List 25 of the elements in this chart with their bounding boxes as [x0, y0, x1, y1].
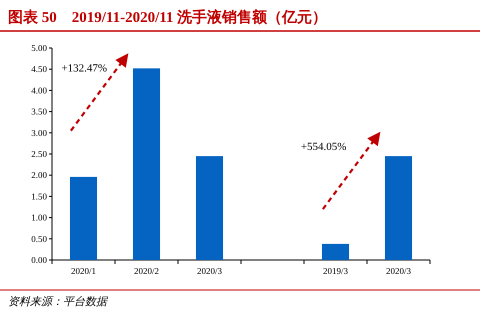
y-tick-label: 3.50: [31, 106, 48, 117]
chart-title: 图表 50 2019/11-2020/11 洗手液销售额（亿元）: [8, 8, 328, 26]
y-tick-label: 0.50: [31, 234, 48, 244]
bar: [196, 156, 224, 260]
y-tick-label: 2.50: [31, 149, 48, 159]
y-tick-label: 4.00: [31, 85, 48, 96]
x-tick-label: 2020/3: [386, 266, 412, 276]
x-tick-label: 2019/3: [322, 266, 348, 276]
y-tick-label: 5.00: [31, 43, 48, 53]
x-tick-label: 2020/3: [196, 266, 222, 276]
x-tick-label: 2020/1: [70, 266, 96, 276]
y-tick-label: 2.00: [31, 170, 48, 180]
text: 资料来源：平台数据: [8, 295, 109, 308]
bar: [322, 244, 350, 260]
bar: [70, 176, 98, 260]
y-tick-label: 3.00: [31, 128, 48, 138]
annotation: +554.05%: [300, 140, 346, 153]
y-tick-label: 1.00: [31, 212, 48, 223]
y-tick-label: 0.00: [31, 255, 48, 265]
x-tick-label: 2020/2: [134, 266, 160, 276]
bar: [132, 68, 160, 260]
y-tick-label: 1.50: [31, 191, 48, 202]
bar: [384, 156, 412, 260]
y-tick-label: 4.50: [31, 64, 48, 74]
annotation: +132.47%: [61, 62, 108, 74]
